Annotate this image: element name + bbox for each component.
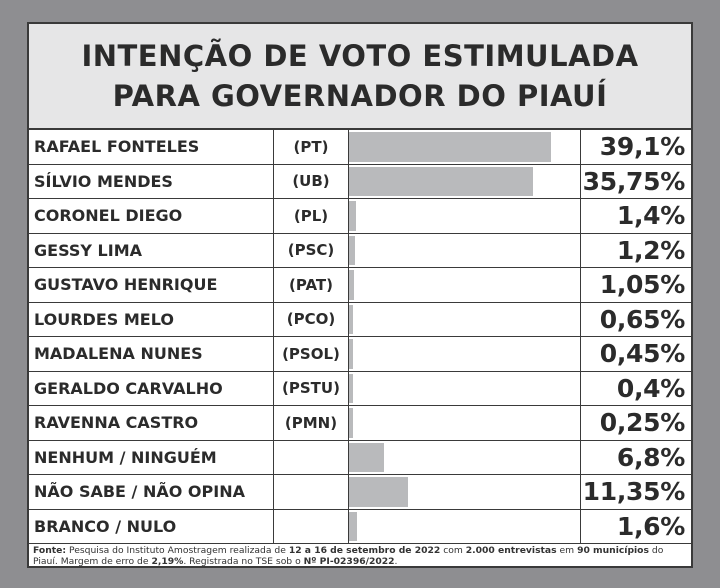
chart-title-line-1: INTENÇÃO DE VOTO ESTIMULADA [81, 39, 639, 73]
table-row: SÍLVIO MENDES (UB) 35,75% [29, 164, 691, 199]
bar-mark [349, 270, 355, 300]
percent-label: 1,4% [616, 201, 685, 231]
footnote-dates: 12 a 16 de setembro de 2022 [288, 545, 441, 556]
party-label: (PAT) [274, 268, 349, 302]
percent-label: 1,05% [599, 270, 686, 300]
percent-label: 39,1% [599, 132, 686, 162]
footnote-registry: Nº PI-02396/2022 [303, 556, 395, 567]
footnote-text: Pesquisa do Instituto Amostragem realiza… [66, 545, 289, 556]
chart-title-line-2: PARA GOVERNADOR DO PIAUÍ [112, 79, 608, 113]
bar-track [349, 199, 581, 233]
footnote-text: com [440, 545, 466, 556]
candidate-name: GESSY LIMA [29, 233, 274, 267]
source-footnote: Fonte: Pesquisa do Instituto Amostragem … [33, 545, 687, 567]
footnote-text: . Registrada no TSE sob o [183, 556, 304, 567]
candidate-name: MADALENA NUNES [29, 337, 274, 371]
percent-label: 1,2% [616, 235, 685, 265]
bar-mark [349, 442, 385, 472]
candidate-name: GUSTAVO HENRIQUE [29, 268, 274, 302]
candidate-name: BRANCO / NULO [29, 509, 274, 543]
percent-label: 0,25% [599, 408, 686, 438]
candidate-name: NENHUM / NINGUÉM [29, 440, 274, 474]
table-row: CORONEL DIEGO (PL) 1,4% [29, 199, 691, 234]
bar-mark [349, 477, 408, 507]
bar-track [349, 337, 581, 371]
percent-label: 1,6% [616, 511, 685, 541]
percent-label: 0,45% [599, 339, 686, 369]
candidate-name: RAVENNA CASTRO [29, 406, 274, 440]
footnote-text: do Piauí. Margem de erro de [33, 545, 664, 567]
candidate-name: LOURDES MELO [29, 302, 274, 336]
candidate-name: RAFAEL FONTELES [29, 130, 274, 164]
party-label [274, 440, 349, 474]
bar-mark [349, 408, 353, 438]
footnote-interviews: 2.000 entrevistas [465, 545, 557, 556]
party-label: (PMN) [274, 406, 349, 440]
bar-track [349, 371, 581, 405]
party-label: (PSOL) [274, 337, 349, 371]
party-label: (UB) [274, 164, 349, 198]
party-label: (PSC) [274, 233, 349, 267]
table-row: GUSTAVO HENRIQUE (PAT) 1,05% [29, 268, 691, 303]
candidate-name: NÃO SABE / NÃO OPINA [29, 475, 274, 509]
party-label [274, 509, 349, 543]
table-row: LOURDES MELO (PCO) 0,65% [29, 302, 691, 337]
table-row: NENHUM / NINGUÉM 6,8% [29, 440, 691, 475]
chart-header: INTENÇÃO DE VOTO ESTIMULADA PARA GOVERNA… [29, 24, 691, 130]
bar-mark [349, 235, 356, 265]
table-row: BRANCO / NULO 1,6% [29, 509, 691, 544]
bar-track [349, 233, 581, 267]
bar-track [349, 164, 581, 198]
candidate-name: SÍLVIO MENDES [29, 164, 274, 198]
candidate-name: CORONEL DIEGO [29, 199, 274, 233]
candidate-name: GERALDO CARVALHO [29, 371, 274, 405]
percent-label: 0,65% [599, 304, 686, 334]
bar-mark [349, 304, 353, 334]
party-label [274, 475, 349, 509]
party-label: (PL) [274, 199, 349, 233]
table-row: RAFAEL FONTELES (PT) 39,1% [29, 130, 691, 165]
party-label: (PT) [274, 130, 349, 164]
percent-label: 35,75% [582, 166, 686, 196]
footnote-municipalities: 90 municípios [577, 545, 649, 556]
table-row: NÃO SABE / NÃO OPINA 11,35% [29, 475, 691, 510]
bar-track [349, 268, 581, 302]
bar-track [349, 130, 581, 164]
footnote-text: . [394, 556, 398, 567]
footnote-text: em [556, 545, 578, 556]
table-row: GESSY LIMA (PSC) 1,2% [29, 233, 691, 268]
table-row: MADALENA NUNES (PSOL) 0,45% [29, 337, 691, 372]
bar-mark [349, 201, 357, 231]
footnote-source-label: Fonte: [33, 545, 67, 556]
table-row: GERALDO CARVALHO (PSTU) 0,4% [29, 371, 691, 406]
candidate-table: RAFAEL FONTELES (PT) 39,1% SÍLVIO MENDES (UB… [29, 130, 691, 544]
percent-label: 0,4% [616, 373, 685, 403]
percent-label: 11,35% [582, 477, 686, 507]
bar-mark [349, 132, 551, 162]
bar-mark [349, 511, 358, 541]
bar-mark [349, 166, 534, 196]
party-label: (PSTU) [274, 371, 349, 405]
footnote-margin: 2,19% [151, 556, 184, 567]
bar-mark [349, 339, 353, 369]
bar-track [349, 406, 581, 440]
bar-mark [349, 373, 353, 403]
party-label: (PCO) [274, 302, 349, 336]
bar-track [349, 475, 581, 509]
table-row: RAVENNA CASTRO (PMN) 0,25% [29, 406, 691, 441]
bar-track [349, 509, 581, 543]
poll-card: INTENÇÃO DE VOTO ESTIMULADA PARA GOVERNA… [27, 22, 693, 568]
percent-label: 6,8% [616, 442, 685, 472]
bar-track [349, 302, 581, 336]
bar-track [349, 440, 581, 474]
